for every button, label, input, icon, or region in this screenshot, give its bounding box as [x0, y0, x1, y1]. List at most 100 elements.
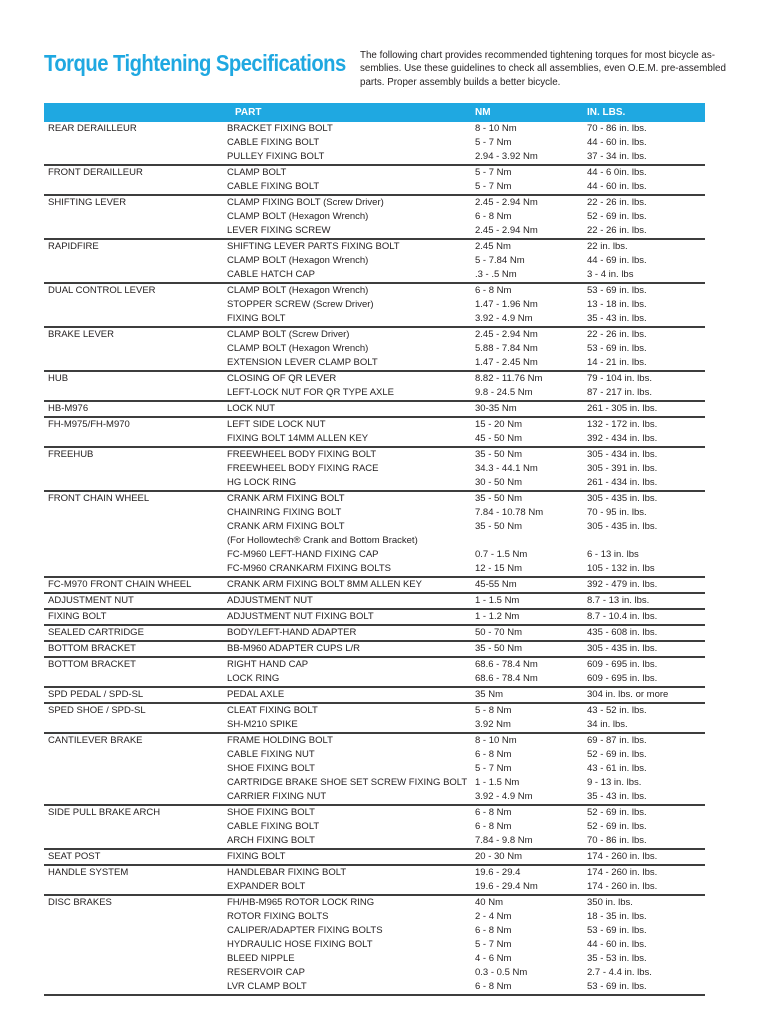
- nm-cell: 1.47 - 1.96 Nm: [475, 299, 538, 310]
- table-group: SPD PEDAL / SPD-SL PEDAL AXLE 35 Nm 304 in.…: [44, 688, 705, 704]
- nm-cell: 45-55 Nm: [475, 579, 517, 590]
- inlbs-cell: 52 - 69 in. lbs.: [587, 211, 647, 222]
- part-cell: CALIPER/ADAPTER FIXING BOLTS: [227, 925, 383, 936]
- nm-cell: 3.92 - 4.9 Nm: [475, 791, 533, 802]
- table-group: FIXING BOLT ADJUSTMENT NUT FIXING BOLT 1 -…: [44, 610, 705, 626]
- page-title: Torque Tightening Specifications: [44, 50, 346, 76]
- table-row: LOCK NUT 30-35 Nm 261 - 305 in. lbs.: [227, 402, 705, 416]
- nm-cell: 7.84 - 10.78 Nm: [475, 507, 544, 518]
- inlbs-cell: 305 - 435 in. lbs.: [587, 643, 658, 654]
- table-row: CABLE FIXING NUT 6 - 8 Nm 52 - 69 in. lbs.: [227, 748, 705, 762]
- torque-table-body: REAR DERAILLEUR BRACKET FIXING BOLT 8 - 10…: [44, 122, 705, 996]
- inlbs-cell: 18 - 35 in. lbs.: [587, 911, 647, 922]
- inlbs-cell: 305 - 434 in. lbs.: [587, 449, 658, 460]
- table-group: FC-M970 FRONT CHAIN WHEEL CRANK ARM FIXIN…: [44, 578, 705, 594]
- intro-line: The following chart provides recommended…: [360, 50, 716, 61]
- part-cell: LOCK NUT: [227, 403, 276, 414]
- nm-cell: 15 - 20 Nm: [475, 419, 522, 430]
- group-rows: ADJUSTMENT NUT FIXING BOLT 1 - 1.2 Nm 8.7 …: [227, 610, 705, 624]
- inlbs-cell: 44 - 60 in. lbs.: [587, 939, 647, 950]
- table-row: FH/HB-M965 ROTOR LOCK RING 40 Nm 350 in. l…: [227, 896, 705, 910]
- nm-cell: 2.45 - 2.94 Nm: [475, 197, 538, 208]
- table-group: FRONT DERAILLEUR CLAMP BOLT 5 - 7 Nm 44 - 6…: [44, 166, 705, 196]
- group-rows: RIGHT HAND CAP 68.6 - 78.4 Nm 609 - 695 in…: [227, 658, 705, 686]
- part-cell: CLAMP BOLT (Screw Driver): [227, 329, 350, 340]
- nm-cell: 6 - 8 Nm: [475, 981, 512, 992]
- table-row: CARTRIDGE BRAKE SHOE SET SCREW FIXING BO…: [227, 776, 705, 790]
- category-cell: FC-M970 FRONT CHAIN WHEEL: [48, 579, 192, 590]
- inlbs-cell: 22 in. lbs.: [587, 241, 628, 252]
- table-row: SHIFTING LEVER PARTS FIXING BOLT 2.45 Nm 2…: [227, 240, 705, 254]
- nm-cell: 5 - 7 Nm: [475, 167, 512, 178]
- category-cell: BRAKE LEVER: [48, 329, 114, 340]
- inlbs-cell: 52 - 69 in. lbs.: [587, 821, 647, 832]
- inlbs-cell: 8.7 - 13 in. lbs.: [587, 595, 650, 606]
- part-cell: LEFT-LOCK NUT FOR QR TYPE AXLE: [227, 387, 394, 398]
- table-row: FIXING BOLT 3.92 - 4.9 Nm 35 - 43 in. lbs.: [227, 312, 705, 326]
- category-cell: HUB: [48, 373, 69, 384]
- category-cell: DISC BRAKES: [48, 897, 112, 908]
- nm-cell: 1.47 - 2.45 Nm: [475, 357, 538, 368]
- inlbs-cell: 87 - 217 in. lbs.: [587, 387, 652, 398]
- nm-cell: 6 - 8 Nm: [475, 807, 512, 818]
- group-rows: CLAMP BOLT (Screw Driver) 2.45 - 2.94 Nm 2…: [227, 328, 705, 370]
- group-rows: CLAMP FIXING BOLT (Screw Driver) 2.45 - 2…: [227, 196, 705, 238]
- table-row: CRANK ARM FIXING BOLT 35 - 50 Nm 305 - 435…: [227, 492, 705, 506]
- part-cell: SHIFTING LEVER PARTS FIXING BOLT: [227, 241, 400, 252]
- part-cell: FH/HB-M965 ROTOR LOCK RING: [227, 897, 375, 908]
- nm-cell: 1 - 1.2 Nm: [475, 611, 520, 622]
- part-cell: CRANK ARM FIXING BOLT 8MM ALLEN KEY: [227, 579, 422, 590]
- inlbs-cell: 8.7 - 10.4 in. lbs.: [587, 611, 658, 622]
- nm-cell: 6 - 8 Nm: [475, 821, 512, 832]
- inlbs-cell: 392 - 434 in. lbs.: [587, 433, 658, 444]
- table-group: REAR DERAILLEUR BRACKET FIXING BOLT 8 - 10…: [44, 122, 705, 166]
- table-row: RIGHT HAND CAP 68.6 - 78.4 Nm 609 - 695 in…: [227, 658, 705, 672]
- table-row: CLAMP BOLT (Hexagon Wrench) 6 - 8 Nm 52 - …: [227, 210, 705, 224]
- nm-cell: 2 - 4 Nm: [475, 911, 512, 922]
- inlbs-cell: 174 - 260 in. lbs.: [587, 851, 658, 862]
- inlbs-cell: 37 - 34 in. lbs.: [587, 151, 647, 162]
- table-row: ADJUSTMENT NUT FIXING BOLT 1 - 1.2 Nm 8.7 …: [227, 610, 705, 624]
- inlbs-cell: 69 - 87 in. lbs.: [587, 735, 647, 746]
- category-cell: SPED SHOE / SPD-SL: [48, 705, 146, 716]
- part-cell: HYDRAULIC HOSE FIXING BOLT: [227, 939, 373, 950]
- part-cell: BB-M960 ADAPTER CUPS L/R: [227, 643, 361, 654]
- inlbs-cell: 44 - 69 in. lbs.: [587, 255, 647, 266]
- table-row: BRACKET FIXING BOLT 8 - 10 Nm 70 - 86 in. …: [227, 122, 705, 136]
- nm-cell: 2.45 - 2.94 Nm: [475, 225, 538, 236]
- nm-cell: 30 - 50 Nm: [475, 477, 522, 488]
- nm-cell: 5.88 - 7.84 Nm: [475, 343, 538, 354]
- nm-cell: 8 - 10 Nm: [475, 735, 517, 746]
- inlbs-cell: 3 - 4 in. lbs: [587, 269, 634, 280]
- category-cell: SIDE PULL BRAKE ARCH: [48, 807, 161, 818]
- nm-cell: 8.82 - 11.76 Nm: [475, 373, 543, 384]
- group-rows: LOCK NUT 30-35 Nm 261 - 305 in. lbs.: [227, 402, 705, 416]
- table-row: BLEED NIPPLE 4 - 6 Nm 35 - 53 in. lbs.: [227, 952, 705, 966]
- part-cell: CRANK ARM FIXING BOLT: [227, 521, 345, 532]
- category-cell: FRONT CHAIN WHEEL: [48, 493, 150, 504]
- part-cell: PEDAL AXLE: [227, 689, 285, 700]
- inlbs-cell: 105 - 132 in. lbs: [587, 563, 655, 574]
- table-row: BB-M960 ADAPTER CUPS L/R 35 - 50 Nm 305 - …: [227, 642, 705, 656]
- group-rows: HANDLEBAR FIXING BOLT 19.6 - 29.4 174 - 26…: [227, 866, 705, 894]
- inlbs-cell: 435 - 608 in. lbs.: [587, 627, 658, 638]
- table-group: SHIFTING LEVER CLAMP FIXING BOLT (Screw D…: [44, 196, 705, 240]
- category-cell: SEAT POST: [48, 851, 101, 862]
- nm-cell: 9.8 - 24.5 Nm: [475, 387, 533, 398]
- table-group: RAPIDFIRE SHIFTING LEVER PARTS FIXING BOL…: [44, 240, 705, 284]
- inlbs-cell: 70 - 86 in. lbs.: [587, 123, 647, 134]
- part-cell: CLOSING OF QR LEVER: [227, 373, 337, 384]
- table-row: ADJUSTMENT NUT 1 - 1.5 Nm 8.7 - 13 in. lbs…: [227, 594, 705, 608]
- table-row: CABLE HATCH CAP .3 - .5 Nm 3 - 4 in. lbs: [227, 268, 705, 282]
- inlbs-cell: 304 in. lbs. or more: [587, 689, 669, 700]
- table-row: HG LOCK RING 30 - 50 Nm 261 - 434 in. lbs.: [227, 476, 705, 490]
- inlbs-cell: 305 - 435 in. lbs.: [587, 521, 658, 532]
- nm-cell: 35 - 50 Nm: [475, 643, 522, 654]
- inlbs-cell: 174 - 260 in. lbs.: [587, 881, 658, 892]
- group-rows: ADJUSTMENT NUT 1 - 1.5 Nm 8.7 - 13 in. lbs…: [227, 594, 705, 608]
- category-cell: FH-M975/FH-M970: [48, 419, 130, 430]
- group-rows: FRAME HOLDING BOLT 8 - 10 Nm 69 - 87 in. l…: [227, 734, 705, 804]
- part-cell: ADJUSTMENT NUT: [227, 595, 313, 606]
- part-cell: CARRIER FIXING NUT: [227, 791, 327, 802]
- table-group: BRAKE LEVER CLAMP BOLT (Screw Driver) 2.45…: [44, 328, 705, 372]
